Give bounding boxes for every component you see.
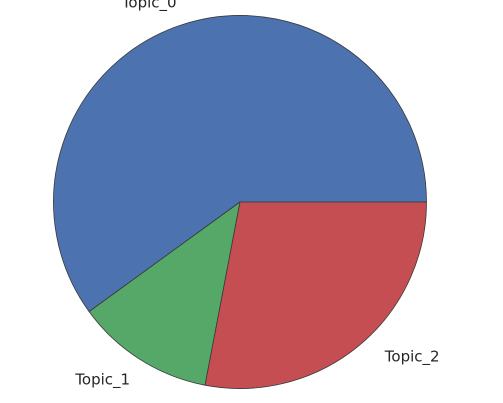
pie-slices bbox=[53, 15, 427, 389]
pie-labels: Topic_0 Topic_1 Topic_2 bbox=[74, 0, 439, 390]
pie-slice-topic-2 bbox=[204, 201, 427, 389]
pie-label-topic-0: Topic_0 bbox=[121, 0, 177, 12]
pie-slice-topic-0 bbox=[53, 15, 427, 313]
pie-slice-topic-1 bbox=[88, 201, 241, 386]
pie-label-topic-2: Topic_2 bbox=[384, 348, 440, 367]
pie-label-topic-1: Topic_1 bbox=[74, 371, 130, 390]
